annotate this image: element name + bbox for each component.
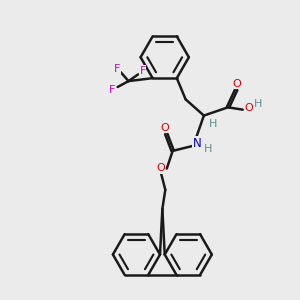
Text: H: H xyxy=(204,143,212,154)
Text: H: H xyxy=(254,99,262,110)
Text: F: F xyxy=(140,66,146,76)
Text: H: H xyxy=(209,119,218,129)
Text: O: O xyxy=(156,163,165,173)
Text: N: N xyxy=(193,137,202,150)
Text: O: O xyxy=(232,79,241,89)
Text: F: F xyxy=(114,64,121,74)
Text: O: O xyxy=(160,123,169,133)
Text: F: F xyxy=(109,85,116,95)
Text: O: O xyxy=(245,103,254,113)
